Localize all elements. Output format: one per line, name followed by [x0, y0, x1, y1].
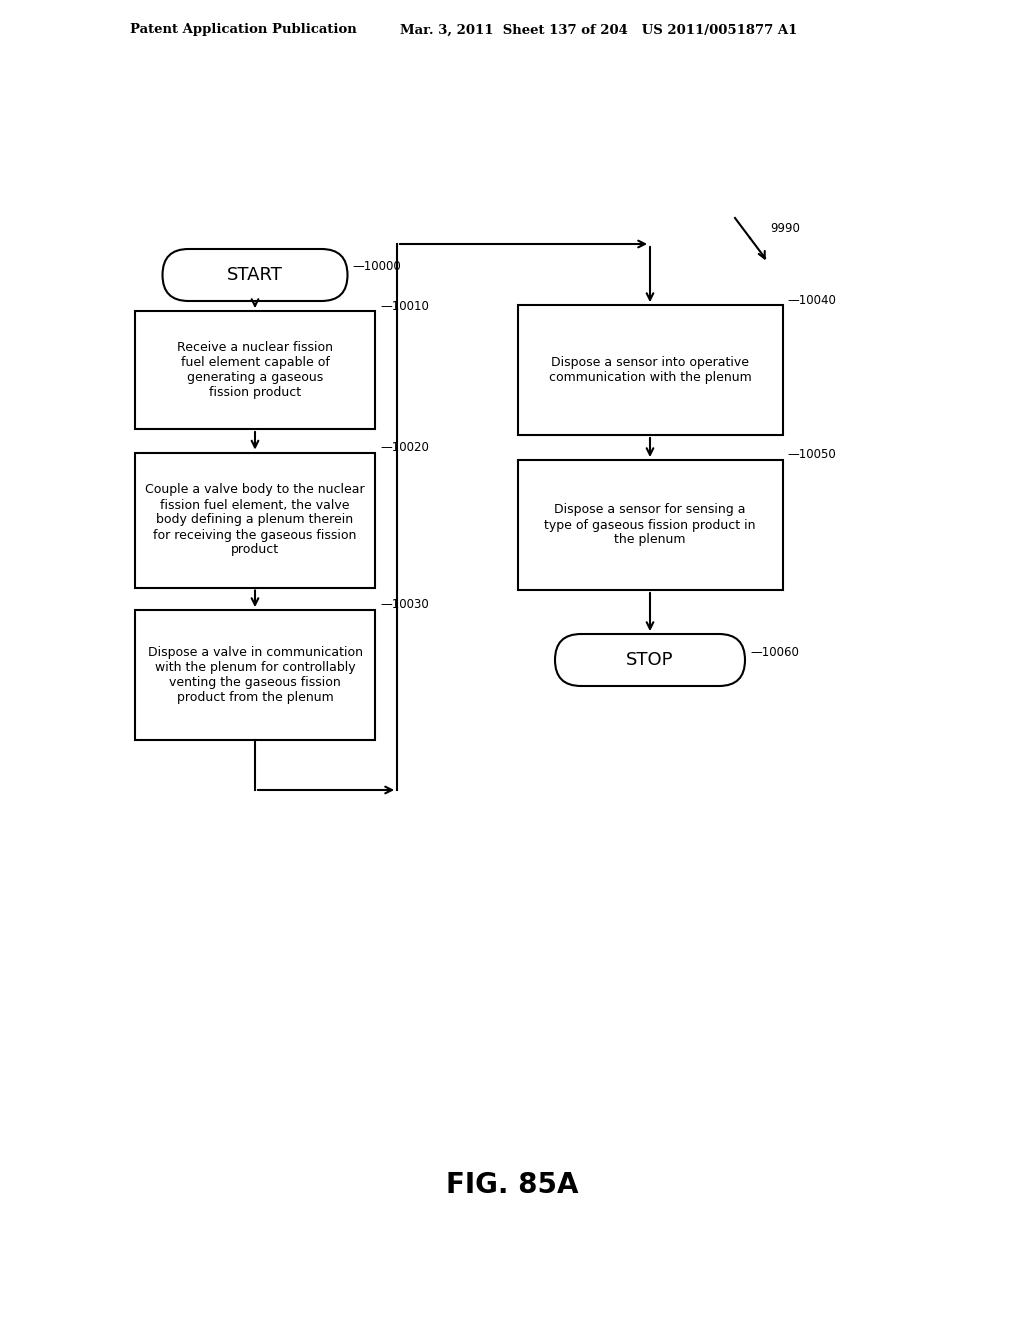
- Text: —10030: —10030: [380, 598, 429, 611]
- Text: START: START: [227, 267, 283, 284]
- FancyBboxPatch shape: [163, 249, 347, 301]
- Bar: [517, 459, 782, 590]
- Text: Couple a valve body to the nuclear
fission fuel element, the valve
body defining: Couple a valve body to the nuclear fissi…: [145, 483, 365, 557]
- Bar: [135, 453, 375, 587]
- Text: —10020: —10020: [380, 441, 429, 454]
- Text: Dispose a sensor for sensing a
type of gaseous fission product in
the plenum: Dispose a sensor for sensing a type of g…: [544, 503, 756, 546]
- Text: Dispose a sensor into operative
communication with the plenum: Dispose a sensor into operative communic…: [549, 356, 752, 384]
- Text: Dispose a valve in communication
with the plenum for controllably
venting the ga: Dispose a valve in communication with th…: [147, 645, 362, 704]
- Text: —10040: —10040: [787, 293, 837, 306]
- Bar: [135, 610, 375, 741]
- Text: Mar. 3, 2011  Sheet 137 of 204   US 2011/0051877 A1: Mar. 3, 2011 Sheet 137 of 204 US 2011/00…: [400, 24, 798, 37]
- Text: Patent Application Publication: Patent Application Publication: [130, 24, 356, 37]
- Text: 9990: 9990: [770, 222, 800, 235]
- Text: STOP: STOP: [627, 651, 674, 669]
- Text: —10060: —10060: [750, 645, 799, 659]
- Text: FIG. 85A: FIG. 85A: [445, 1171, 579, 1199]
- Text: —10000: —10000: [352, 260, 401, 273]
- Text: —10050: —10050: [787, 449, 837, 462]
- Bar: [135, 312, 375, 429]
- Bar: [517, 305, 782, 436]
- Text: —10010: —10010: [380, 300, 429, 313]
- FancyBboxPatch shape: [555, 634, 745, 686]
- Text: Receive a nuclear fission
fuel element capable of
generating a gaseous
fission p: Receive a nuclear fission fuel element c…: [177, 341, 333, 399]
